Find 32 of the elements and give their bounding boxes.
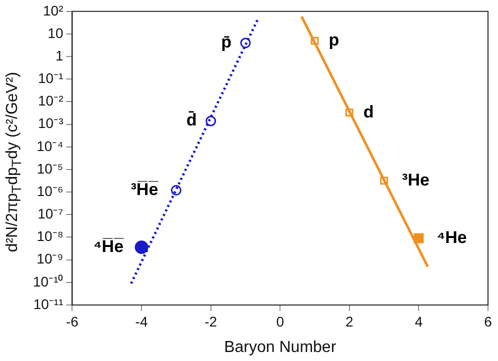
y-tick-label: 10²: [43, 2, 64, 18]
y-tick-label: 10⁻³: [38, 115, 64, 132]
y-tick-label: 10⁻⁹: [36, 250, 64, 267]
point: [206, 116, 216, 126]
y-tick-label: 10⁻⁴: [36, 138, 64, 154]
annotation: ⁴H̅e̅: [93, 236, 124, 256]
x-tick-label: -4: [135, 313, 148, 330]
y-tick-label: 10⁻¹: [38, 70, 64, 86]
annotation: ⁴He: [436, 228, 467, 247]
y-tick-label: 10: [48, 24, 64, 41]
y-tick-label: 10⁻⁶: [36, 182, 64, 199]
y-tick-label: 10⁻⁵: [36, 160, 64, 176]
annotation: p̄: [221, 32, 232, 52]
x-tick-label: 2: [346, 313, 354, 330]
x-tick-label: -6: [66, 313, 79, 330]
annotation: d̄: [186, 110, 197, 130]
y-tick-label: 10⁻¹¹: [33, 296, 64, 312]
annotation: d: [363, 102, 374, 122]
x-tick-label: 4: [414, 313, 423, 330]
annotation: ³H̅e̅: [130, 180, 159, 199]
x-tick-label: 0: [276, 313, 284, 330]
y-tick-label: 10⁻⁷: [38, 206, 64, 222]
y-tick-label: 10⁻¹⁰: [33, 273, 64, 290]
y-tick-label: 10⁻²: [38, 92, 64, 109]
x-tick-label: 6: [484, 313, 492, 330]
x-tick-label: -2: [204, 313, 218, 330]
y-tick-label: 1: [55, 47, 64, 64]
x-axis-title: Baryon Number: [224, 338, 337, 356]
point: [134, 240, 148, 254]
annotation: ³He: [402, 170, 430, 190]
annotation: p: [328, 30, 340, 50]
y-tick-label: 10⁻⁸: [36, 228, 64, 244]
